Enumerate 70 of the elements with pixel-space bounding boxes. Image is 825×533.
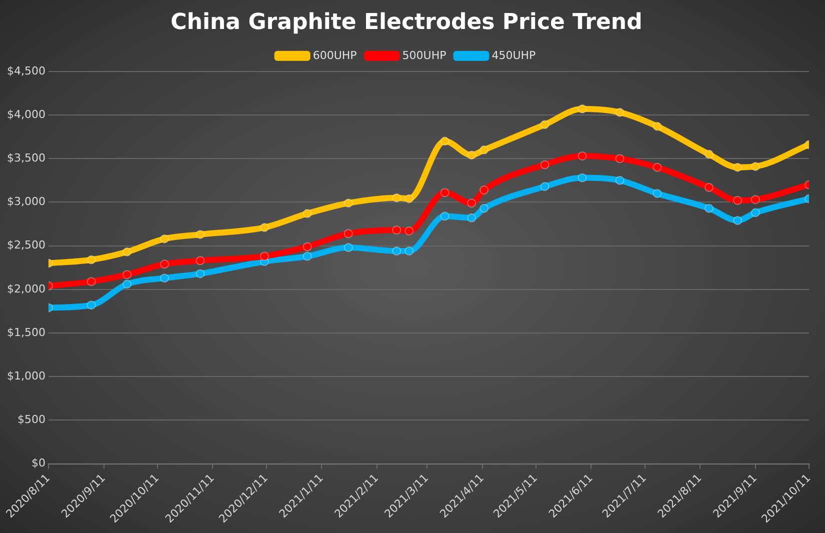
point: [344, 229, 353, 238]
point: [440, 136, 450, 146]
point: [160, 260, 170, 269]
point: [467, 198, 476, 208]
point: [302, 252, 312, 261]
point: [750, 208, 760, 218]
y-tick-label: $4,000: [6, 108, 46, 121]
point: [404, 226, 414, 236]
y-tick-label: $4,500: [6, 64, 46, 78]
point: [86, 277, 96, 286]
legend-label: 500UHP: [402, 48, 447, 62]
point: [392, 246, 402, 256]
point: [467, 213, 476, 222]
point: [578, 151, 587, 160]
point: [392, 193, 402, 202]
point: [122, 280, 132, 289]
point: [86, 300, 96, 310]
point: [733, 216, 742, 226]
point: [344, 243, 353, 252]
point: [404, 246, 414, 256]
legend-label: 600UHP: [312, 48, 358, 62]
chart-title: China Graphite Electrodes Price Trend: [170, 10, 642, 35]
point: [704, 204, 714, 213]
point: [750, 195, 760, 204]
point: [652, 162, 662, 172]
point: [652, 122, 662, 131]
point: [122, 270, 132, 280]
point: [578, 173, 587, 182]
y-tick-label: $0: [31, 456, 46, 470]
y-tick-label: $2,000: [6, 282, 46, 296]
y-tick-label: $500: [17, 413, 46, 426]
point: [652, 188, 662, 198]
point: [480, 145, 489, 154]
point: [704, 150, 714, 159]
y-tick-label: $3,500: [6, 151, 46, 164]
point: [260, 223, 270, 232]
point: [196, 256, 205, 266]
point: [467, 150, 476, 160]
point: [196, 269, 205, 278]
point: [302, 209, 312, 218]
legend-label: 450UHP: [492, 48, 536, 62]
point: [615, 108, 624, 117]
y-tick-label: $2,500: [6, 238, 46, 252]
point: [122, 247, 132, 256]
point: [404, 194, 414, 204]
point: [160, 274, 170, 283]
point: [260, 252, 270, 261]
point: [733, 162, 742, 172]
point: [540, 160, 550, 170]
point: [440, 188, 450, 198]
point: [540, 182, 550, 192]
point: [750, 162, 760, 171]
point: [615, 154, 624, 164]
point: [615, 176, 624, 185]
y-tick-label: $1,500: [6, 326, 46, 339]
point: [392, 226, 402, 235]
point: [160, 234, 170, 244]
point: [344, 198, 353, 208]
point: [704, 182, 714, 192]
point: [196, 230, 205, 239]
y-tick-label: $3,000: [6, 195, 46, 208]
point: [480, 186, 489, 195]
point: [86, 255, 96, 264]
point: [302, 242, 312, 252]
point: [440, 212, 450, 221]
point: [480, 204, 489, 213]
point: [578, 104, 587, 114]
y-tick-label: $1,000: [6, 369, 46, 382]
point: [540, 120, 550, 130]
point: [733, 196, 742, 205]
